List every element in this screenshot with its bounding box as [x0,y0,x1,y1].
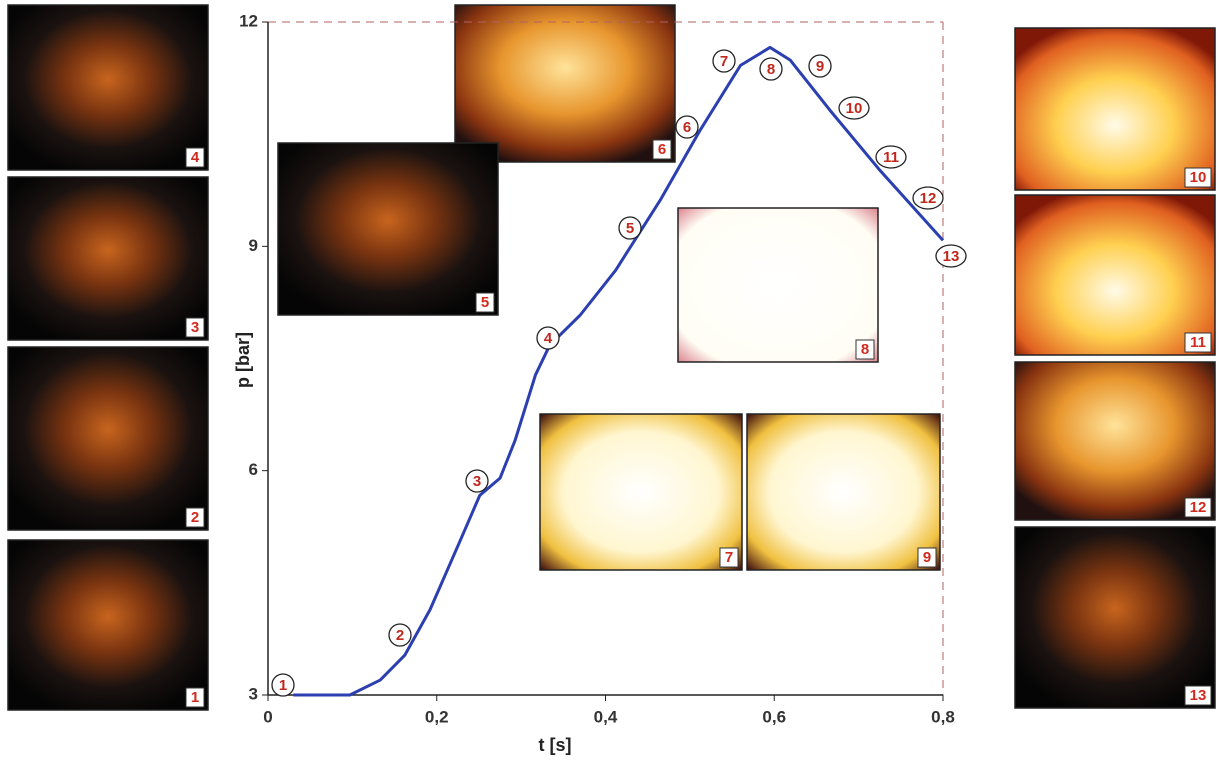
annotation: 10 [846,100,863,117]
y-axis-title: p [bar] [233,332,253,388]
x-tick-label: 0,4 [594,707,618,726]
photo: 11 [1015,195,1215,355]
photo-image [747,414,940,570]
photo-label: 1 [191,689,199,706]
photo-image [8,5,208,170]
photo-label: 10 [1190,169,1207,186]
chart: 43216587910111213 3691200,20,40,60,81234… [0,0,1220,762]
photo-label: 6 [658,141,666,158]
photo: 4 [8,5,208,170]
annotation: 4 [544,330,553,347]
photo-image [678,208,878,362]
photo: 13 [1015,527,1215,708]
photo-label: 9 [923,549,931,566]
y-tick-label: 9 [249,236,258,255]
photo-label: 12 [1190,499,1207,516]
photo-label: 4 [191,149,200,166]
photo-label: 11 [1190,334,1206,351]
photo: 2 [8,347,208,530]
y-tick-label: 12 [239,11,258,30]
photo-image [8,177,208,340]
annotation: 5 [626,220,634,237]
photo: 1 [8,540,208,710]
photo-image [1015,362,1215,520]
annotation: 1 [279,677,287,694]
photo: 7 [540,414,742,570]
photo-image [1015,28,1215,190]
photo-image [1015,527,1215,708]
annotation: 3 [473,473,481,490]
photo: 8 [678,208,878,362]
y-tick-label: 3 [249,684,258,703]
photo-label: 8 [861,341,869,358]
photo-label: 3 [191,319,199,336]
photo: 9 [747,414,940,570]
photo: 5 [278,143,498,315]
photo-image [1015,195,1215,355]
photo-image [278,143,498,315]
photo-label: 5 [481,294,489,311]
annotation: 8 [767,61,775,78]
annotation: 11 [883,149,899,166]
photo: 12 [1015,362,1215,520]
x-axis-title: t [s] [539,735,572,755]
annotation: 13 [943,248,960,265]
photo: 3 [8,177,208,340]
x-tick-label: 0,8 [931,707,955,726]
photo-image [8,347,208,530]
photo: 10 [1015,28,1215,190]
x-tick-label: 0 [263,707,272,726]
x-tick-label: 0,2 [425,707,449,726]
x-tick-label: 0,6 [762,707,786,726]
annotation: 2 [396,627,404,644]
annotation: 12 [920,190,937,207]
annotation: 9 [816,58,824,75]
photo-label: 2 [191,509,199,526]
photo: 6 [455,5,675,162]
photo-image [8,540,208,710]
photo-image [455,5,675,162]
annotation: 7 [720,53,728,70]
photo-label: 13 [1190,687,1207,704]
photo-image [540,414,742,570]
y-tick-label: 6 [249,460,258,479]
photo-label: 7 [725,549,733,566]
annotation: 6 [683,119,691,136]
